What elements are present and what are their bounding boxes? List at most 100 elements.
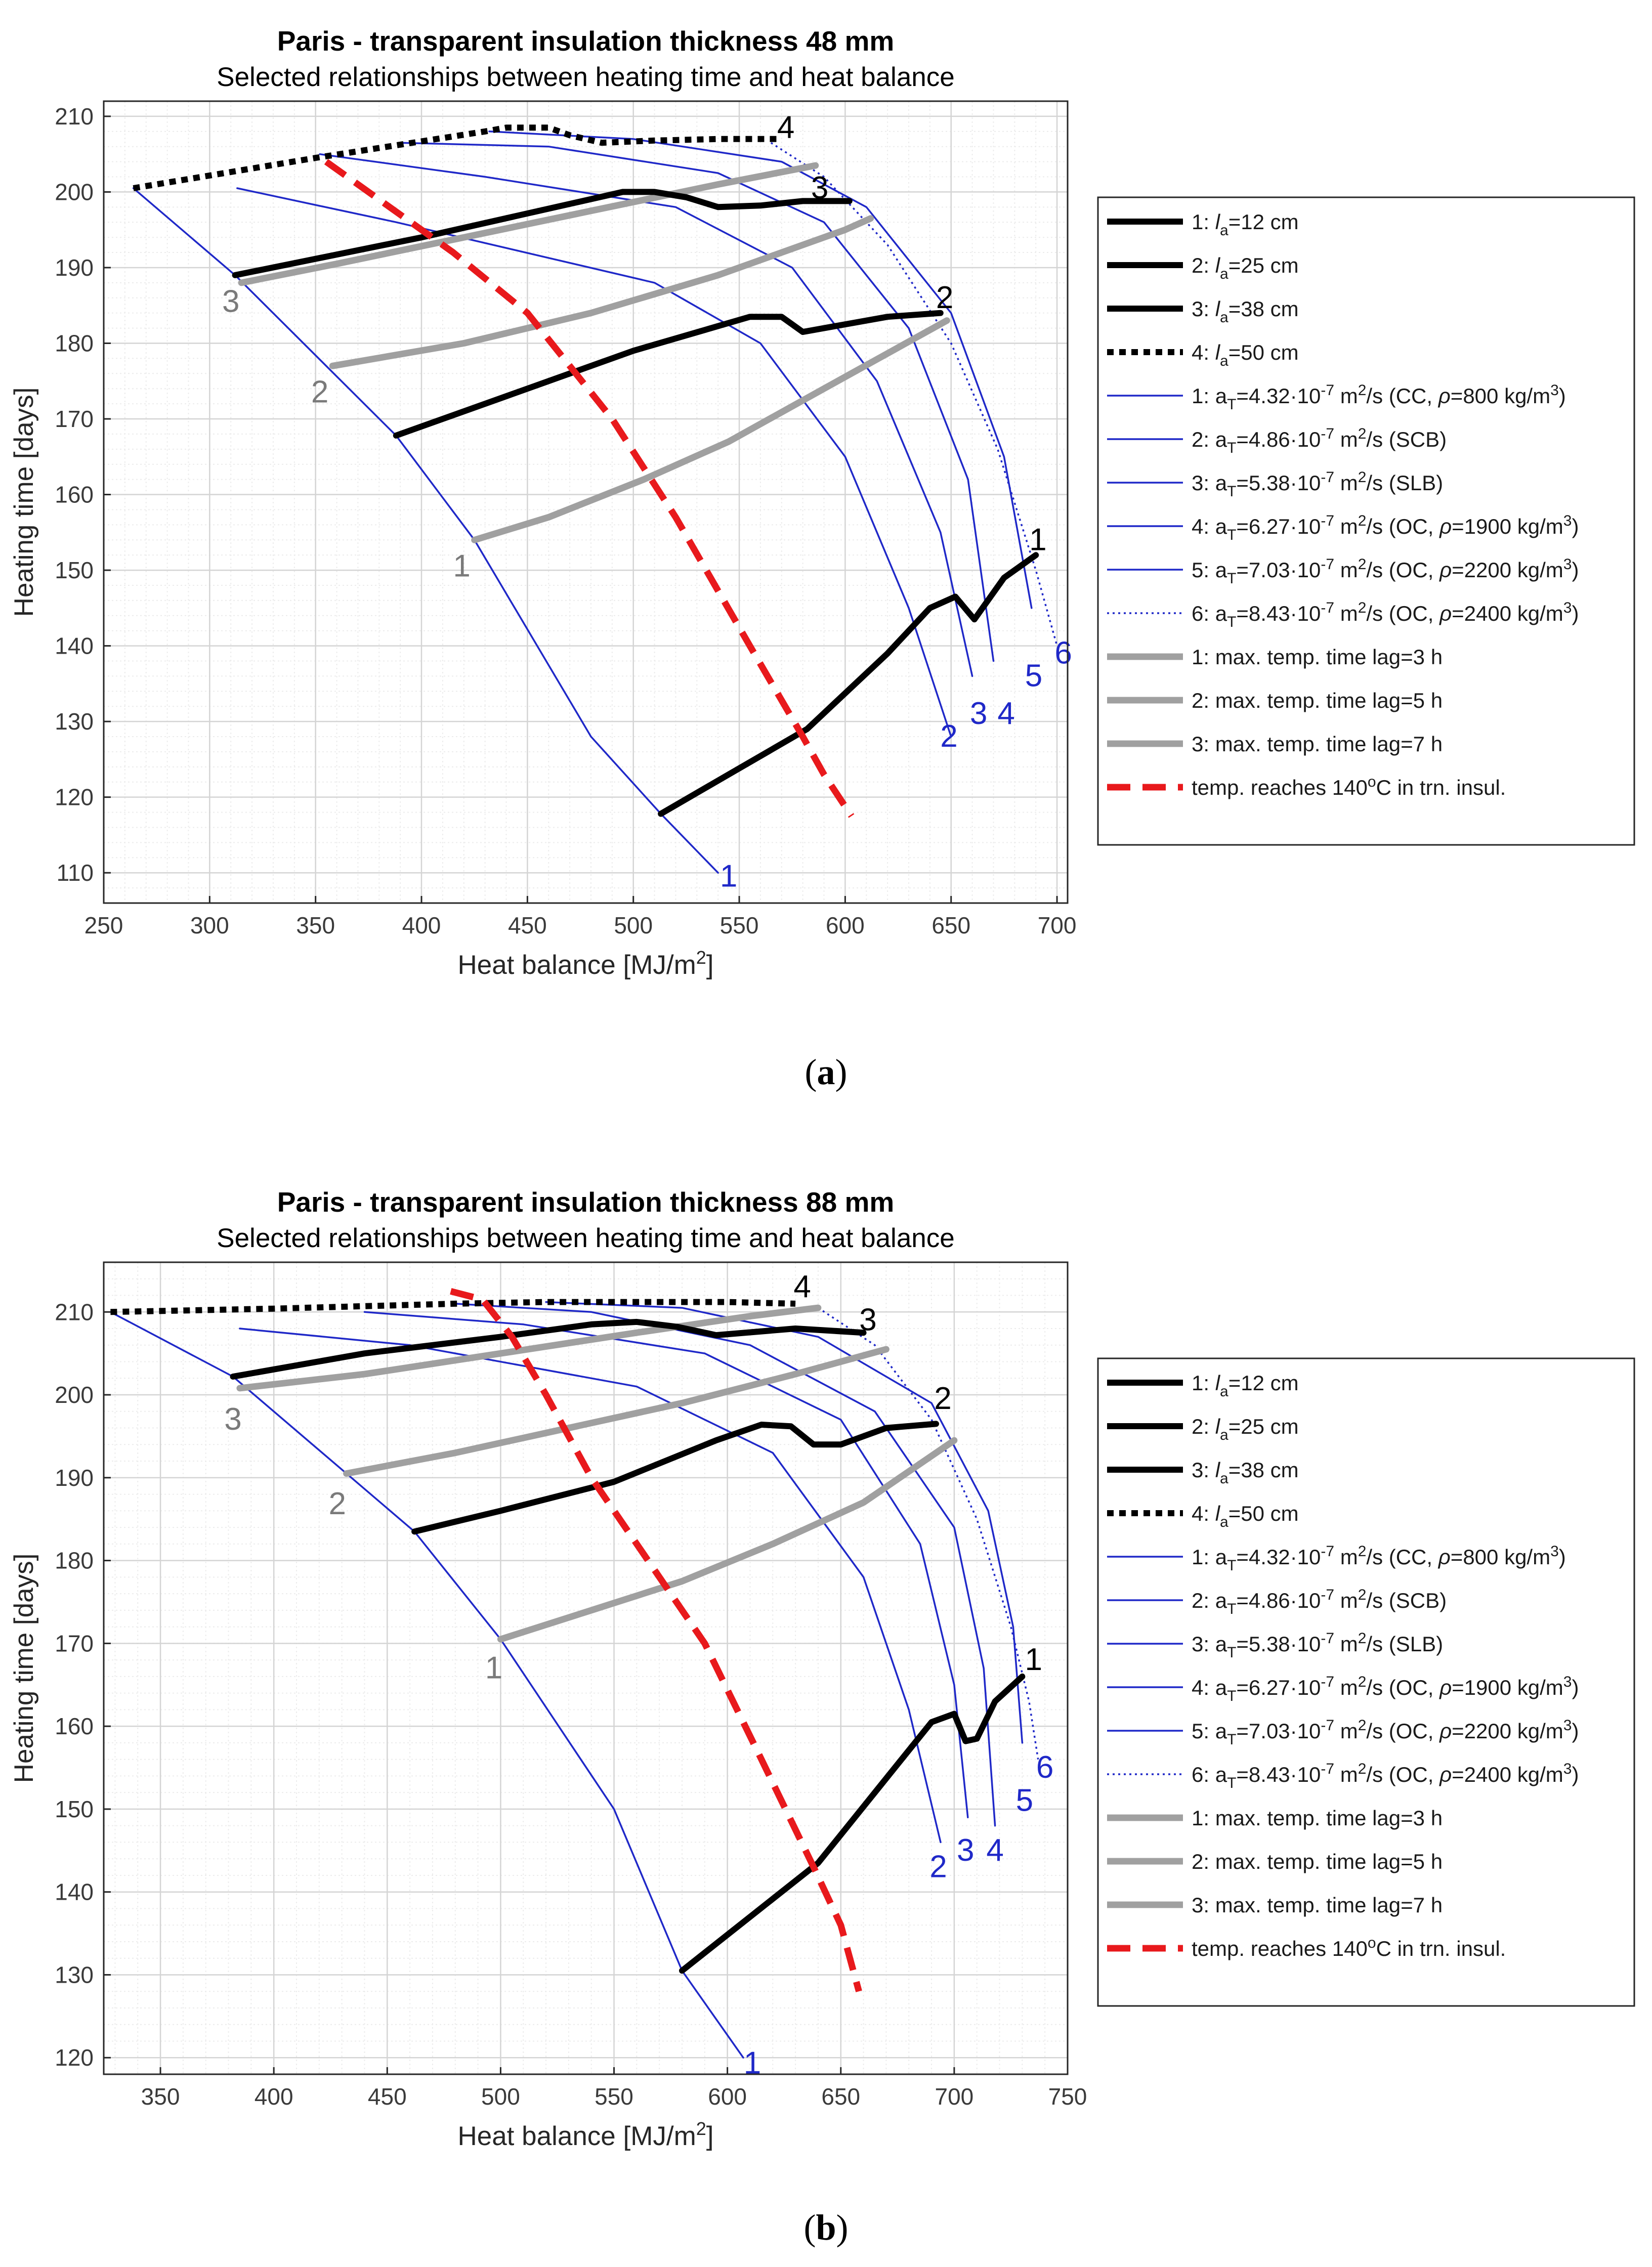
curve-label: 5 xyxy=(1016,1783,1033,1818)
x-tick-label: 650 xyxy=(931,912,970,938)
x-tick-label: 450 xyxy=(368,2083,407,2110)
curve-label: 1 xyxy=(744,2046,761,2081)
series-line-at-3 xyxy=(363,1311,969,1819)
x-tick-label: 500 xyxy=(614,912,653,938)
curve-label: 3 xyxy=(811,170,828,205)
curve-label: 2 xyxy=(929,1850,947,1885)
series-line-at-5 xyxy=(545,1301,1024,1744)
y-tick-label: 160 xyxy=(55,482,94,508)
legend-entry: 1: max. temp. time lag=3 h xyxy=(1192,645,1443,669)
legend-entry: 2: la=25 cm xyxy=(1192,253,1299,282)
chart-b: Paris - transparent insulation thickness… xyxy=(9,1186,1635,2151)
x-tick-label: 350 xyxy=(141,2083,180,2110)
legend-entry: 3: max. temp. time lag=7 h xyxy=(1192,1893,1443,1917)
x-tick-label: 700 xyxy=(1038,912,1077,938)
legend-entry: 2: max. temp. time lag=5 h xyxy=(1192,689,1443,712)
x-tick-label: 550 xyxy=(720,912,759,938)
y-tick-label: 120 xyxy=(55,2044,94,2071)
legend-entry: 1: aT=4.32·10-7 m2/s (CC, ρ=800 kg/m3) xyxy=(1192,1543,1566,1574)
x-tick-label: 500 xyxy=(481,2083,520,2110)
x-tick-label: 600 xyxy=(708,2083,747,2110)
y-tick-label: 140 xyxy=(55,633,94,659)
legend-box xyxy=(1097,196,1635,846)
x-tick-label: 300 xyxy=(190,912,229,938)
y-tick-label: 210 xyxy=(55,1299,94,1325)
curve-label: 4 xyxy=(986,1833,1003,1868)
y-tick-label: 150 xyxy=(55,1796,94,1822)
y-tick-label: 210 xyxy=(55,103,94,130)
legend-entry: 1: max. temp. time lag=3 h xyxy=(1192,1806,1443,1830)
curve-label: 5 xyxy=(1025,658,1042,693)
legend-entry: 3: aT=5.38·10-7 m2/s (SLB) xyxy=(1192,1630,1443,1661)
series-line-at-5 xyxy=(488,131,1033,609)
legend-entry: 3: max. temp. time lag=7 h xyxy=(1192,732,1443,756)
y-tick-label: 170 xyxy=(55,406,94,432)
series-line-at-6 xyxy=(817,1307,1039,1760)
curve-label: 2 xyxy=(936,280,953,315)
legend-entry: 5: aT=7.03·10-7 m2/s (OC, ρ=2200 kg/m3) xyxy=(1192,1717,1579,1748)
series-line-la-1 xyxy=(679,1673,1026,1974)
legend: 1: la=12 cm 2: la=25 cm 3: la=38 cm 4: la=5… xyxy=(1097,196,1635,846)
curve-label: 1 xyxy=(453,549,470,584)
y-tick-label: 160 xyxy=(55,1713,94,1739)
curve-label: 4 xyxy=(777,110,794,145)
series-line-la-3 xyxy=(230,1318,867,1380)
series-line-at-2 xyxy=(236,187,952,738)
chart-title: Paris - transparent insulation thickness… xyxy=(277,1186,895,1218)
curve-label: 1 xyxy=(1029,522,1046,557)
legend-entry: temp. reaches 140oC in trn. insul. xyxy=(1192,774,1506,799)
curve-label: 3 xyxy=(859,1303,876,1338)
plot-area xyxy=(104,1262,1068,2074)
plot-frame xyxy=(103,100,1069,904)
chart-subtitle: Selected relationships between heating t… xyxy=(217,1223,955,1253)
legend-entry: 6: aT=8.43·10-7 m2/s (OC, ρ=2400 kg/m3) xyxy=(1192,600,1579,630)
curve-label: 1 xyxy=(720,859,737,894)
chart-title: Paris - transparent insulation thickness… xyxy=(277,25,895,57)
y-tick-label: 190 xyxy=(55,254,94,281)
series-line-lag-2 xyxy=(329,215,874,369)
y-tick-label: 130 xyxy=(55,708,94,735)
curve-label: 3 xyxy=(970,696,987,731)
curve-label: 4 xyxy=(793,1269,811,1304)
legend-entry: 1: la=12 cm xyxy=(1192,210,1299,239)
legend-entry: 4: aT=6.27·10-7 m2/s (OC, ρ=1900 kg/m3) xyxy=(1192,1674,1579,1704)
legend-entry: 2: la=25 cm xyxy=(1192,1415,1299,1443)
y-tick-label: 150 xyxy=(55,557,94,583)
series-line-la-4 xyxy=(110,1299,796,1315)
legend-box xyxy=(1097,1357,1635,2007)
x-tick-label: 400 xyxy=(402,912,441,938)
legend-entry: 3: aT=5.38·10-7 m2/s (SLB) xyxy=(1192,469,1443,500)
x-tick-label: 350 xyxy=(296,912,335,938)
series-line-lag-1 xyxy=(497,1437,958,1643)
y-tick-label: 120 xyxy=(55,784,94,810)
series-line-la-2 xyxy=(393,310,944,439)
curve-label: 2 xyxy=(934,1381,951,1416)
series-line-lag-2 xyxy=(343,1346,889,1477)
x-tick-label: 600 xyxy=(826,912,865,938)
curve-label: 6 xyxy=(1036,1750,1053,1785)
series-line-at-4 xyxy=(454,1303,996,1827)
legend-entry: 2: aT=4.86·10-7 m2/s (SCB) xyxy=(1192,425,1447,456)
series-line-lag-3 xyxy=(236,1304,822,1392)
chart-a: Paris - transparent insulation thickness… xyxy=(9,25,1635,980)
caption-b: (b) xyxy=(803,2207,849,2248)
series-line-140c xyxy=(450,1288,862,1992)
x-tick-label: 700 xyxy=(935,2083,974,2110)
legend: 1: la=12 cm 2: la=25 cm 3: la=38 cm 4: la=5… xyxy=(1097,1357,1635,2007)
legend-entry: 2: aT=4.86·10-7 m2/s (SCB) xyxy=(1192,1587,1447,1617)
x-tick-label: 750 xyxy=(1048,2083,1087,2110)
caption-a: (a) xyxy=(804,1052,848,1092)
curve-label: 6 xyxy=(1054,636,1072,671)
x-axis-label: Heat balance [MJ/m2] xyxy=(457,2118,713,2151)
y-tick-label: 190 xyxy=(55,1465,94,1491)
curve-label: 3 xyxy=(224,1402,241,1437)
y-tick-label: 200 xyxy=(55,179,94,205)
y-tick-label: 200 xyxy=(55,1382,94,1408)
curve-label: 1 xyxy=(1025,1642,1042,1677)
curve-label: 2 xyxy=(328,1486,346,1521)
y-tick-label: 140 xyxy=(55,1879,94,1905)
series-line-lag-3 xyxy=(238,162,819,286)
curve-label: 2 xyxy=(311,375,328,410)
x-tick-label: 550 xyxy=(595,2083,633,2110)
